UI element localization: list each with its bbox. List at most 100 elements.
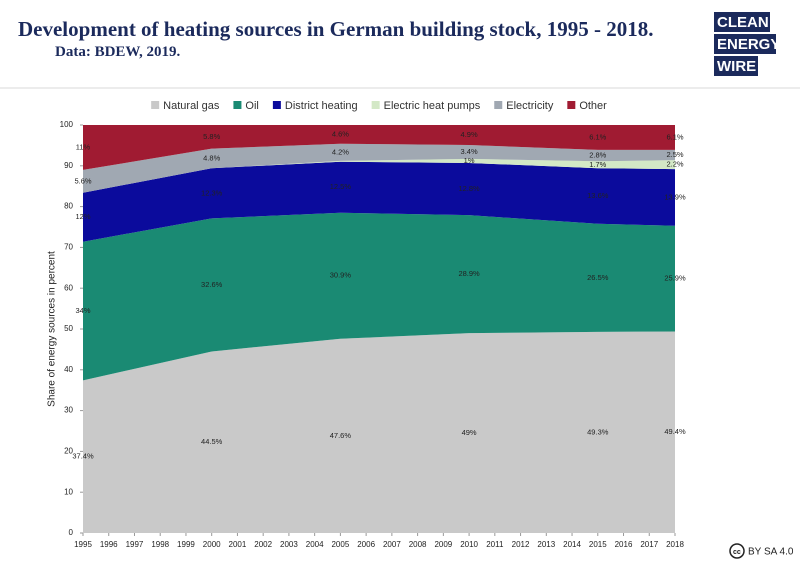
x-tick-label: 2011 bbox=[486, 540, 504, 549]
data-label: 34% bbox=[75, 306, 90, 315]
y-tick-label: 80 bbox=[64, 202, 73, 211]
area bbox=[83, 212, 675, 381]
y-tick-label: 60 bbox=[64, 283, 73, 292]
data-label: 11% bbox=[76, 142, 91, 151]
data-label: 47.6% bbox=[330, 431, 352, 440]
y-tick-label: 20 bbox=[64, 447, 73, 456]
data-label: 28.9% bbox=[458, 269, 480, 278]
area bbox=[83, 125, 675, 170]
x-tick-label: 2004 bbox=[306, 540, 324, 549]
logo-box bbox=[714, 56, 758, 76]
data-label: 6.1% bbox=[589, 132, 606, 141]
data-label: 12.5% bbox=[330, 182, 352, 191]
data-label: 6.1% bbox=[666, 132, 683, 141]
y-tick-label: 50 bbox=[64, 324, 73, 333]
data-label: 5.6% bbox=[74, 176, 91, 185]
logo-text: CLEAN bbox=[717, 14, 769, 31]
data-label: 49.3% bbox=[587, 427, 609, 436]
y-tick-label: 90 bbox=[64, 161, 73, 170]
data-label: 1.7% bbox=[589, 160, 606, 169]
x-tick-label: 2010 bbox=[460, 540, 478, 549]
logo: CLEAN ENERGY WIRE bbox=[714, 12, 780, 76]
data-label: 49% bbox=[462, 428, 477, 437]
y-tick-label: 70 bbox=[64, 243, 73, 252]
legend-label: District heating bbox=[285, 100, 358, 112]
x-tick-label: 2017 bbox=[640, 540, 658, 549]
legend-swatch bbox=[233, 101, 242, 109]
license: BY SA 4.0 bbox=[748, 547, 794, 558]
legend-swatch bbox=[567, 101, 576, 109]
x-tick-label: 2007 bbox=[383, 540, 401, 549]
x-tick-label: 2008 bbox=[409, 540, 427, 549]
data-label: 4.9% bbox=[461, 130, 478, 139]
data-label: 49.4% bbox=[664, 427, 686, 436]
x-tick-label: 2013 bbox=[537, 540, 555, 549]
data-label: 2.2% bbox=[666, 160, 683, 169]
x-tick-label: 2002 bbox=[254, 540, 272, 549]
x-tick-label: 2009 bbox=[434, 540, 452, 549]
data-label: 12.8% bbox=[458, 184, 480, 193]
data-label: 1% bbox=[464, 156, 475, 165]
legend-label: Natural gas bbox=[163, 100, 220, 112]
x-tick-label: 2015 bbox=[589, 540, 607, 549]
x-tick-label: 1995 bbox=[74, 540, 92, 549]
x-tick-label: 2016 bbox=[615, 540, 633, 549]
data-label: 4.8% bbox=[203, 153, 220, 162]
data-label: 32.6% bbox=[201, 280, 223, 289]
y-tick-label: 30 bbox=[64, 406, 73, 415]
y-tick-label: 40 bbox=[64, 365, 73, 374]
logo-text: WIRE bbox=[717, 58, 756, 75]
x-tick-label: 1999 bbox=[177, 540, 195, 549]
data-label: 26.5% bbox=[587, 273, 609, 282]
chart-subtitle: Data: BDEW, 2019. bbox=[55, 44, 181, 60]
legend-swatch bbox=[272, 101, 281, 109]
y-tick-label: 100 bbox=[60, 120, 74, 129]
logo-box bbox=[714, 12, 770, 32]
y-tick-label: 0 bbox=[69, 528, 74, 537]
cc-icon bbox=[729, 543, 745, 559]
data-label: 37.4% bbox=[72, 452, 94, 461]
legend: Natural gas Oil District heating Electric h… bbox=[151, 100, 607, 112]
legend-label: Other bbox=[579, 100, 607, 112]
x-tick-label: 2018 bbox=[666, 540, 684, 549]
x-tick-label: 2014 bbox=[563, 540, 581, 549]
x-tick-label: 1996 bbox=[100, 540, 118, 549]
data-label: 3.4% bbox=[461, 147, 478, 156]
logo-text: ENERGY bbox=[717, 36, 780, 53]
legend-label: Oil bbox=[245, 100, 258, 112]
legend-swatch bbox=[371, 101, 380, 109]
cc-icon-text: cc bbox=[733, 549, 741, 556]
x-tick-label: 2000 bbox=[203, 540, 221, 549]
x-tick-label: 2003 bbox=[280, 540, 298, 549]
chart-title: Development of heating sources in German… bbox=[18, 17, 653, 41]
data-label: 4.6% bbox=[332, 129, 349, 138]
legend-label: Electric heat pumps bbox=[384, 100, 481, 112]
data-label: 2.8% bbox=[589, 151, 606, 160]
data-label: 13.9% bbox=[664, 192, 686, 201]
x-tick-label: 2012 bbox=[512, 540, 530, 549]
data-label: 44.5% bbox=[201, 437, 223, 446]
y-axis-label: Share of energy sources in percent bbox=[47, 251, 58, 407]
data-label: 12.3% bbox=[201, 188, 223, 197]
area bbox=[83, 158, 675, 193]
logo-box bbox=[714, 34, 776, 54]
data-label: 30.9% bbox=[330, 271, 352, 280]
x-tick-label: 2006 bbox=[357, 540, 375, 549]
data-label: 5.8% bbox=[203, 132, 220, 141]
area bbox=[83, 161, 675, 242]
y-tick-label: 10 bbox=[64, 487, 73, 496]
legend-swatch bbox=[151, 101, 160, 109]
x-tick-label: 1998 bbox=[151, 540, 169, 549]
legend-label: Electricity bbox=[506, 100, 554, 112]
data-label: 12% bbox=[75, 212, 90, 221]
data-label: 2.5% bbox=[666, 150, 683, 159]
legend-swatch bbox=[494, 101, 503, 109]
area bbox=[83, 331, 675, 533]
x-tick-label: 2001 bbox=[229, 540, 247, 549]
x-tick-label: 2005 bbox=[331, 540, 349, 549]
data-label: 25.9% bbox=[664, 274, 686, 283]
data-label: 13.6% bbox=[587, 191, 609, 200]
x-tick-label: 1997 bbox=[126, 540, 144, 549]
data-label: 4.2% bbox=[332, 147, 349, 156]
